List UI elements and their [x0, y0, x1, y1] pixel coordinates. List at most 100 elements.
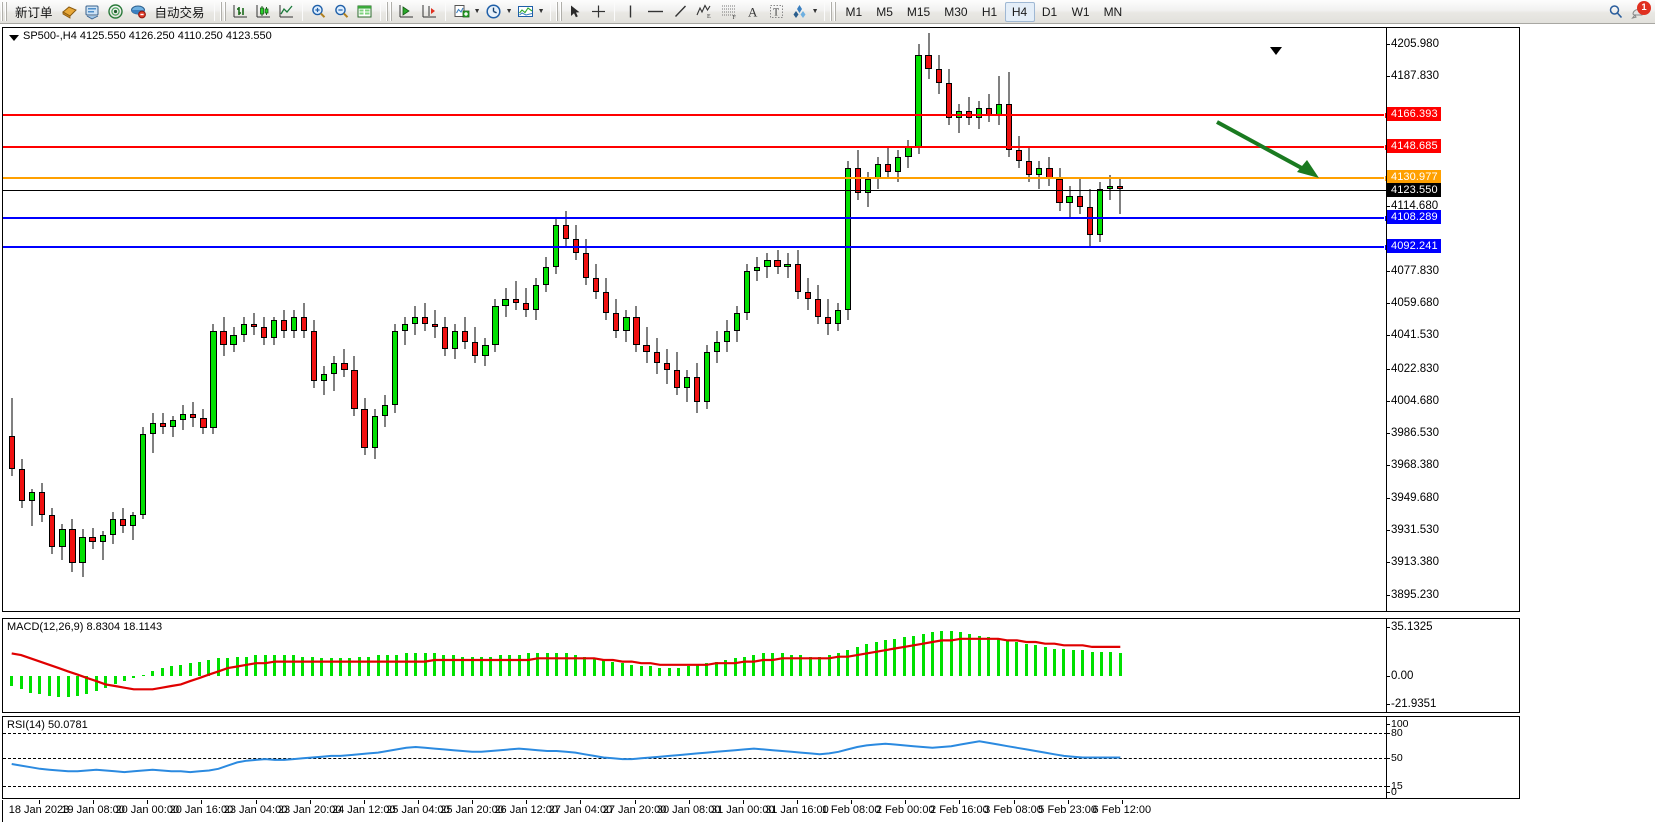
macd-histogram-bar — [38, 676, 42, 695]
macd-histogram-bar — [846, 650, 850, 677]
timeframe-button-m1[interactable]: M1 — [845, 4, 863, 19]
candle-body — [290, 316, 298, 331]
timeframe-button-d1[interactable]: D1 — [1041, 4, 1058, 19]
zoom-out-icon[interactable] — [330, 1, 353, 23]
auto-scroll-icon[interactable] — [418, 1, 441, 23]
navigator-icon[interactable] — [104, 1, 127, 23]
time-axis[interactable]: 18 Jan 2023 19 Jan 08:00 20 Jan 00:00 20 Ja… — [2, 800, 1520, 822]
data-window-icon[interactable] — [58, 1, 81, 23]
price-line-pivot[interactable] — [3, 174, 1386, 182]
chevron-down-icon-2[interactable]: ▼ — [505, 8, 513, 15]
symbol-dropdown-icon[interactable] — [9, 35, 19, 41]
toolbar-grip-2[interactable] — [219, 2, 227, 21]
cursor-icon[interactable] — [565, 1, 587, 23]
text-label-icon[interactable]: A — [742, 1, 765, 23]
horizontal-line-icon[interactable] — [642, 1, 669, 23]
grid-icon[interactable] — [353, 1, 376, 23]
macd-histogram-bar — [1043, 646, 1047, 677]
macd-histogram-bar — [583, 656, 587, 677]
text-box-icon[interactable]: T — [765, 1, 788, 23]
toolbar-grip-4[interactable] — [555, 2, 563, 21]
toolbar-right-group: 1 — [1605, 0, 1655, 23]
price-line-current-price[interactable] — [3, 190, 1386, 192]
candlestick — [190, 401, 197, 427]
timeframe-button-h1[interactable]: H1 — [981, 4, 998, 19]
chart-area[interactable]: SP500-,H4 4125.550 4126.250 4110.250 412… — [0, 24, 1655, 823]
new-order-button[interactable]: 新订单 — [10, 1, 58, 23]
candlestick — [301, 302, 308, 339]
zoom-in-icon[interactable] — [307, 1, 330, 23]
candle-body — [49, 515, 56, 548]
price-line-resistance-2[interactable] — [3, 112, 1386, 120]
toolbar-separator-5 — [549, 2, 551, 21]
price-line-support-2[interactable] — [3, 243, 1386, 251]
elliott-wave-icon[interactable]: E — [692, 1, 717, 23]
chevron-down-icon-3[interactable]: ▼ — [537, 8, 545, 15]
timeframe-button-m30[interactable]: M30 — [944, 4, 968, 19]
time-label: 31 Jan 00:00 — [711, 804, 775, 816]
price-line-resistance-1[interactable] — [3, 143, 1386, 151]
candlestick — [452, 323, 459, 360]
price-flag-pivot: 4130.977 — [1387, 169, 1441, 184]
search-icon[interactable] — [1605, 1, 1627, 23]
price-tick: 4041.530 — [1386, 329, 1439, 342]
candle-body — [915, 54, 922, 147]
alert-bell-icon[interactable]: 1 — [1627, 0, 1651, 22]
candlestick — [149, 412, 157, 454]
price-line-handle[interactable] — [1384, 143, 1386, 151]
rsi-pane[interactable]: RSI(14) 50.0781 100 80 50 15 0 — [2, 716, 1520, 799]
candle-body — [593, 277, 600, 293]
timeframe-button-h4[interactable]: H4 — [1004, 1, 1035, 22]
price-line-handle[interactable] — [1384, 215, 1386, 223]
time-gridline — [742, 800, 744, 804]
timeframe-button-w1[interactable]: W1 — [1071, 4, 1090, 19]
candlestick — [442, 316, 449, 356]
chart-shift-icon[interactable] — [395, 1, 418, 23]
candle-body — [1096, 189, 1103, 236]
toolbar-grip-3[interactable] — [385, 2, 393, 21]
bar-chart-icon[interactable] — [229, 1, 252, 23]
candle-wick — [1038, 160, 1040, 190]
price-line-handle[interactable] — [1384, 243, 1386, 251]
macd-histogram-bar — [113, 676, 117, 685]
candlestick — [623, 309, 630, 342]
candlestick — [583, 238, 590, 285]
period-icon[interactable] — [482, 1, 505, 23]
fibonacci-icon[interactable]: F — [717, 1, 742, 23]
line-chart-icon[interactable] — [275, 1, 298, 23]
macd-histogram-bar — [977, 635, 981, 677]
price-pane[interactable]: SP500-,H4 4125.550 4126.250 4110.250 412… — [2, 27, 1520, 612]
timeframe-button-mn[interactable]: MN — [1103, 4, 1123, 19]
crosshair-icon[interactable] — [587, 1, 610, 23]
chevron-down-icon[interactable]: ▼ — [473, 8, 481, 15]
price-line-support-1[interactable] — [3, 215, 1386, 223]
price-line-handle[interactable] — [1384, 112, 1386, 120]
timeframe-button-m5[interactable]: M5 — [876, 4, 893, 19]
auto-trading-button[interactable]: 自动交易 — [150, 1, 210, 23]
macd-histogram-bar — [423, 653, 427, 677]
chevron-down-icon-4[interactable]: ▼ — [811, 8, 819, 15]
vertical-line-icon[interactable] — [619, 1, 642, 23]
objects-icon[interactable] — [788, 1, 811, 23]
trendline-icon[interactable] — [669, 1, 692, 23]
candlestick-chart-icon[interactable] — [252, 1, 275, 23]
toolbar-grip-5[interactable] — [829, 2, 837, 21]
price-scale[interactable]: 4166.393 4148.685 4130.977 4123.550 4108.289… — [1385, 28, 1519, 611]
time-gridline — [796, 800, 798, 804]
time-label: 1 Feb 08:00 — [821, 804, 881, 816]
downtrend-arrow-icon[interactable] — [1211, 116, 1331, 186]
timeframe-button-m15[interactable]: M15 — [906, 4, 931, 19]
terminal-icon[interactable] — [81, 1, 104, 23]
chart-top-marker-icon — [1270, 47, 1282, 55]
macd-pane[interactable]: MACD(12,26,9) 8.8304 18.1143 35.1325 0.00… — [2, 618, 1520, 713]
macd-histogram-bar — [1090, 651, 1094, 677]
price-line-handle[interactable] — [1384, 174, 1386, 182]
macd-histogram-bar — [686, 666, 690, 677]
toolbar-grip[interactable] — [1, 2, 8, 21]
market-watch-icon[interactable] — [127, 1, 150, 23]
templates-icon[interactable] — [514, 1, 537, 23]
candlestick — [139, 426, 147, 519]
time-gridline — [147, 800, 149, 804]
macd-histogram-bar — [489, 656, 493, 677]
indicators-icon[interactable] — [450, 1, 473, 23]
